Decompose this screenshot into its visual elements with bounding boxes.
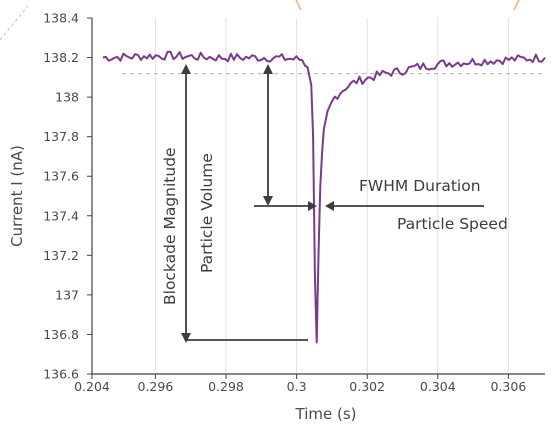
x-tick-label: 0.298 xyxy=(208,379,244,394)
y-tick-label: 136.6 xyxy=(43,367,79,382)
x-tick-label: 0.304 xyxy=(420,379,456,394)
blockade-arrow-head-bottom xyxy=(181,333,191,343)
y-tick-label: 137.8 xyxy=(43,129,79,144)
annotation-blockade-magnitude: Blockade Magnitude xyxy=(161,147,179,305)
y-tick-label: 138.4 xyxy=(43,11,79,26)
annotation-arrows xyxy=(185,72,484,341)
y-tick-label: 136.8 xyxy=(43,327,79,342)
axes xyxy=(87,17,545,379)
decor-accent-line-left xyxy=(295,0,302,11)
y-tick-label: 138 xyxy=(55,90,79,105)
decor-accent-line-right xyxy=(513,0,520,11)
volume-arrow-head-top xyxy=(263,64,273,74)
x-tick-label: 0.3 xyxy=(287,379,307,394)
y-axis-label: Current I (nA) xyxy=(8,145,26,247)
tick-labels: 0.204 0.296 0.298 0.3 0.302 0.304 0.306 136.6 13… xyxy=(43,11,526,395)
fwhm-arrow-head-left xyxy=(308,201,317,211)
y-tick-label: 137.2 xyxy=(43,248,79,263)
y-tick-label: 138.2 xyxy=(43,50,79,65)
x-tick-label: 0.204 xyxy=(74,379,110,394)
decor-dashed-line xyxy=(0,5,29,41)
arrow-heads xyxy=(181,64,334,343)
x-tick-label: 0.296 xyxy=(138,379,174,394)
x-tick-label: 0.302 xyxy=(349,379,385,394)
x-axis-label: Time (s) xyxy=(295,405,357,423)
x-tick-label: 0.306 xyxy=(491,379,527,394)
fwhm-arrow-head-right xyxy=(325,201,334,211)
annotation-particle-volume: Particle Volume xyxy=(198,153,216,273)
current-trace-line xyxy=(102,50,546,344)
volume-arrow-head-bottom xyxy=(263,196,273,206)
annotation-fwhm-duration: FWHM Duration xyxy=(359,177,481,195)
annotation-particle-speed: Particle Speed xyxy=(397,215,508,233)
blockade-arrow-head-top xyxy=(181,64,191,74)
y-tick-label: 137.4 xyxy=(43,208,79,223)
y-tick-label: 137.6 xyxy=(43,169,79,184)
y-tick-label: 137 xyxy=(55,287,79,302)
